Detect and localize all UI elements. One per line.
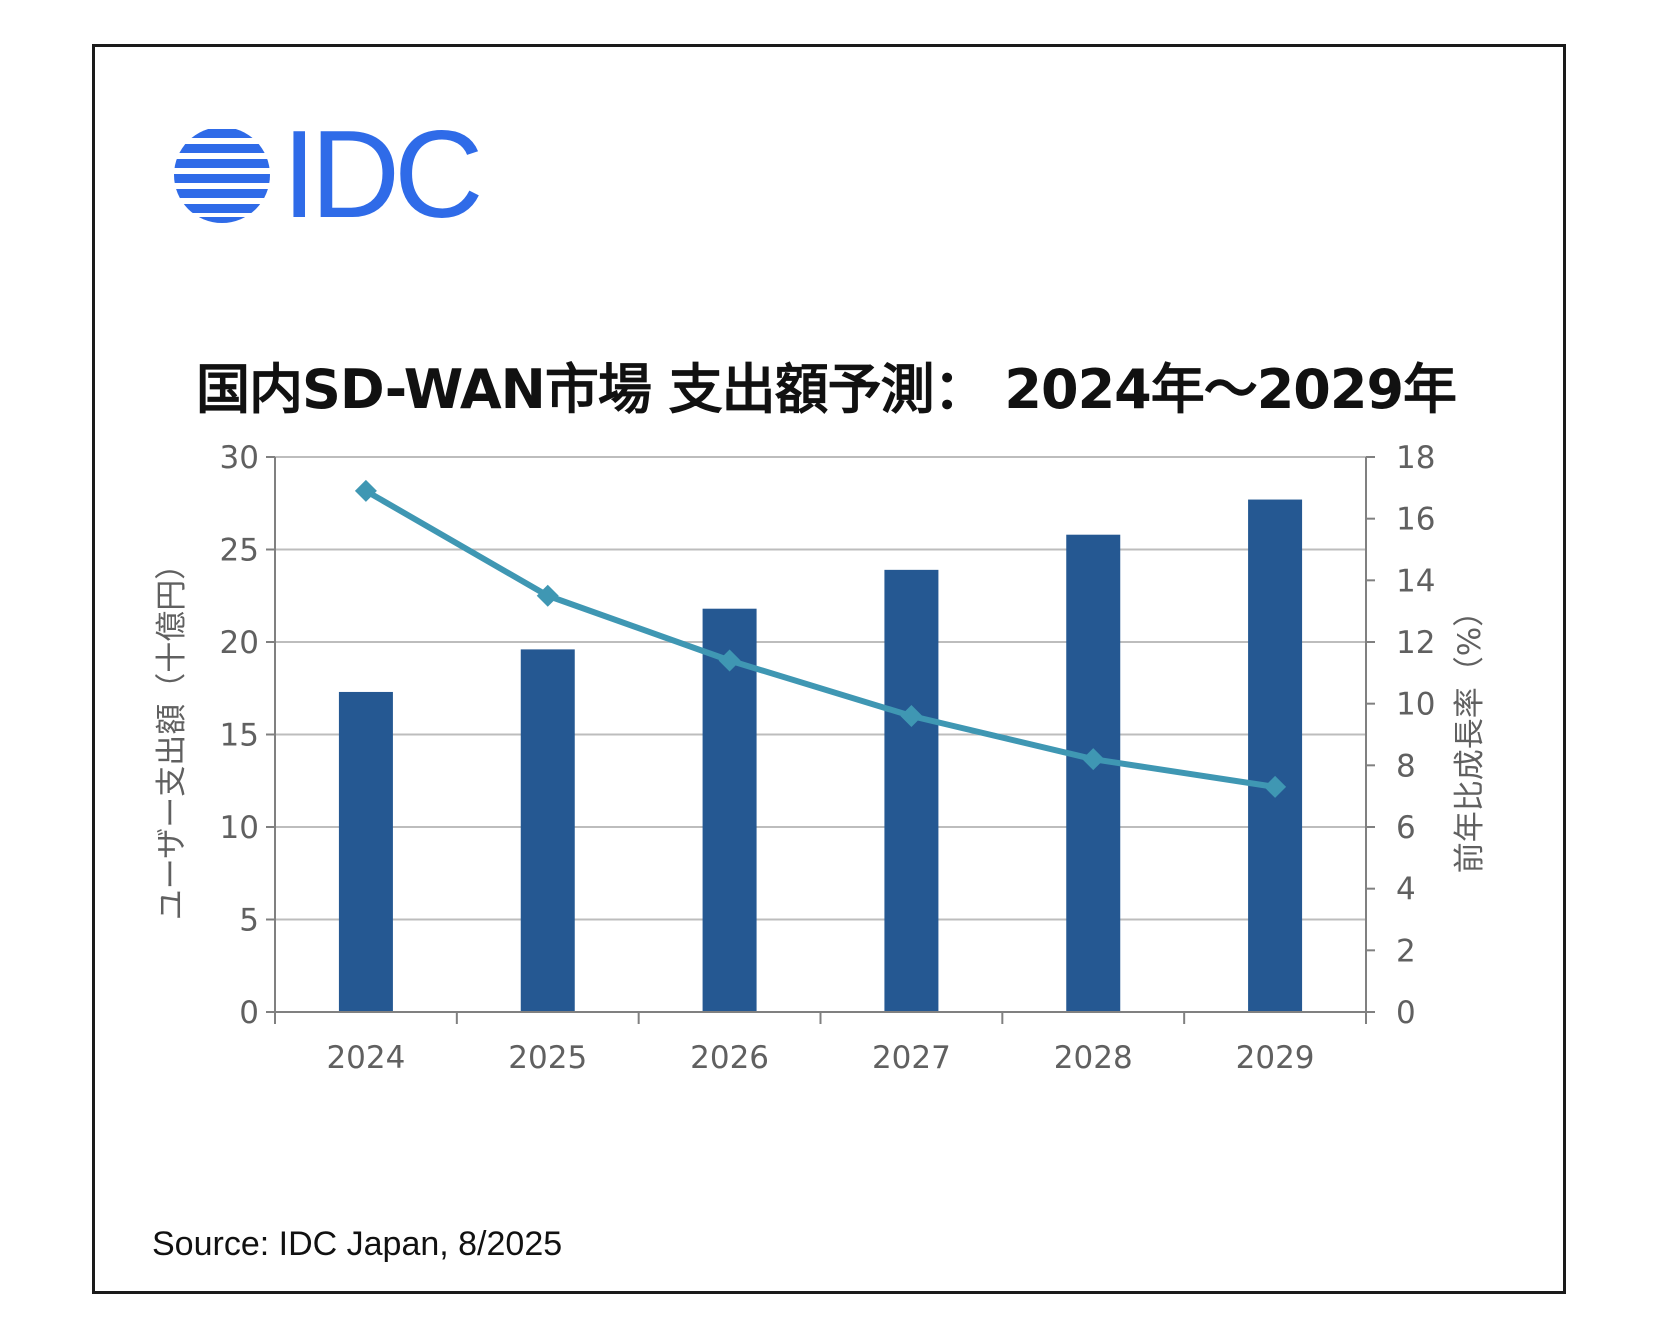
x-tick-label: 2025: [508, 1040, 587, 1076]
x-tick-label: 2026: [690, 1040, 769, 1076]
growth-point-2028: [1082, 748, 1105, 771]
growth-point-2029: [1264, 775, 1287, 798]
y2-tick-label: 2: [1396, 933, 1416, 969]
bar-2029: [1248, 499, 1303, 1012]
bar-2028: [1066, 534, 1121, 1012]
y-tick-label: 25: [220, 533, 259, 569]
growth-point-2024: [354, 479, 377, 502]
y2-tick-label: 14: [1396, 563, 1435, 599]
figure-frame: [92, 44, 1566, 1294]
y-tick-label: 20: [220, 625, 259, 661]
y-axis-title: ユーザー支出額（十億円）: [154, 549, 190, 920]
y2-tick-label: 0: [1396, 995, 1416, 1031]
y2-tick-label: 12: [1396, 625, 1435, 661]
growth-point-2025: [536, 584, 559, 607]
x-tick-label: 2024: [326, 1040, 405, 1076]
growth-rate-line: [364, 488, 1276, 790]
y2-tick-label: 8: [1396, 748, 1416, 784]
idc-logo: IDC: [172, 113, 484, 237]
y-tick-label: 0: [239, 995, 259, 1031]
x-tick-label: 2027: [872, 1040, 951, 1076]
y2-axis-title: 前年比成長率（%）: [1452, 596, 1488, 873]
bar-2026: [702, 608, 757, 1012]
y2-tick-label: 6: [1396, 810, 1416, 846]
bar-2025: [520, 649, 575, 1012]
y2-tick-label: 16: [1396, 502, 1435, 538]
y2-tick-label: 18: [1396, 440, 1435, 476]
y-tick-label: 30: [220, 440, 259, 476]
chart-title: 国内SD-WAN市場 支出額予測： 2024年～2029年: [196, 358, 1457, 421]
y-tick-label: 10: [220, 810, 259, 846]
y-tick-label: 15: [220, 718, 259, 754]
y2-tick-label: 10: [1396, 687, 1435, 723]
logo-text: IDC: [282, 106, 484, 244]
y2-tick-label: 4: [1396, 872, 1416, 908]
source-note: Source: IDC Japan, 8/2025: [152, 1225, 563, 1263]
bar-2027: [884, 569, 939, 1012]
x-tick-label: 2029: [1236, 1040, 1315, 1076]
bar-2024: [338, 691, 393, 1012]
growth-point-2026: [718, 649, 741, 672]
growth-point-2027: [900, 705, 923, 727]
idc-globe-icon: [174, 129, 270, 223]
x-tick-label: 2028: [1054, 1040, 1133, 1076]
y-tick-label: 5: [239, 903, 259, 939]
